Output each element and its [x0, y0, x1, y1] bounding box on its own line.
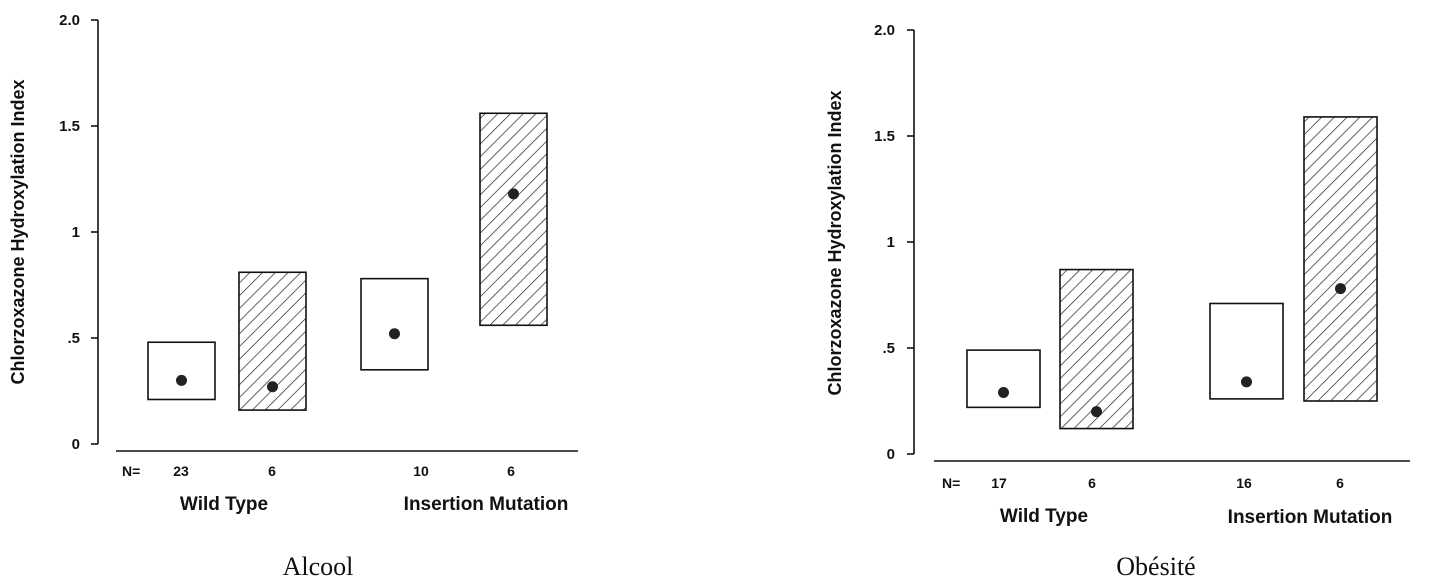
group-label-wild-type: Wild Type: [180, 494, 268, 515]
y-tick-label: 1: [72, 224, 80, 241]
median-dot: [998, 387, 1009, 399]
n-count-label: 16: [1236, 475, 1252, 491]
n-count-label: 10: [413, 463, 429, 479]
chart-panel-obesite: 0 .5 1 1.5 2.0 17 6 16 6 Chlorzoxazone Hydroxyla…: [825, 22, 1410, 581]
median-dot: [1241, 376, 1252, 388]
open-box: [360, 277, 429, 371]
n-count-label: 17: [991, 475, 1007, 491]
y-tick-label: 2.0: [59, 12, 80, 29]
n-count-label: 23: [173, 463, 189, 479]
median-dot: [389, 328, 400, 340]
hatched-box: [1303, 116, 1378, 402]
median-dot: [176, 374, 187, 386]
y-tick-label: 0: [72, 436, 80, 453]
n-count-label: 6: [1336, 475, 1344, 491]
median-dot: [1335, 283, 1346, 295]
hatched-box: [479, 112, 548, 327]
n-prefix: N=: [942, 475, 960, 491]
y-tick-label: .5: [882, 340, 895, 357]
chart-panel-alcool: 0 .5 1 1.5 2.0 23 6 10 6 Chlorzoxazone Hydroxyla…: [8, 12, 578, 581]
n-prefix: N=: [122, 463, 140, 479]
open-box: [147, 341, 216, 401]
chart-caption-alcool: Alcool: [283, 552, 354, 581]
group-label-wild-type: Wild Type: [1000, 506, 1088, 527]
group-label-insertion-mutation: Insertion Mutation: [404, 494, 569, 515]
n-count-label: 6: [507, 463, 515, 479]
group-label-insertion-mutation: Insertion Mutation: [1228, 507, 1393, 528]
y-axis-label: Chlorzoxazone Hydroxylation Index: [825, 90, 845, 395]
y-tick-label: 1: [887, 234, 895, 251]
n-count-label: 6: [1088, 475, 1096, 491]
y-tick-label: 1.5: [59, 118, 80, 135]
median-dot: [267, 381, 278, 393]
y-tick-label: 1.5: [874, 128, 895, 145]
median-dot: [1091, 406, 1102, 418]
chart-caption-obesite: Obésité: [1116, 552, 1195, 581]
y-axis-label: Chlorzoxazone Hydroxylation Index: [8, 79, 28, 384]
n-count-label: 6: [268, 463, 276, 479]
y-tick-label: .5: [67, 330, 80, 347]
median-dot: [508, 188, 519, 200]
y-tick-label: 0: [887, 446, 895, 463]
open-box: [966, 349, 1041, 409]
y-tick-label: 2.0: [874, 22, 895, 39]
hatched-box: [1059, 268, 1134, 430]
